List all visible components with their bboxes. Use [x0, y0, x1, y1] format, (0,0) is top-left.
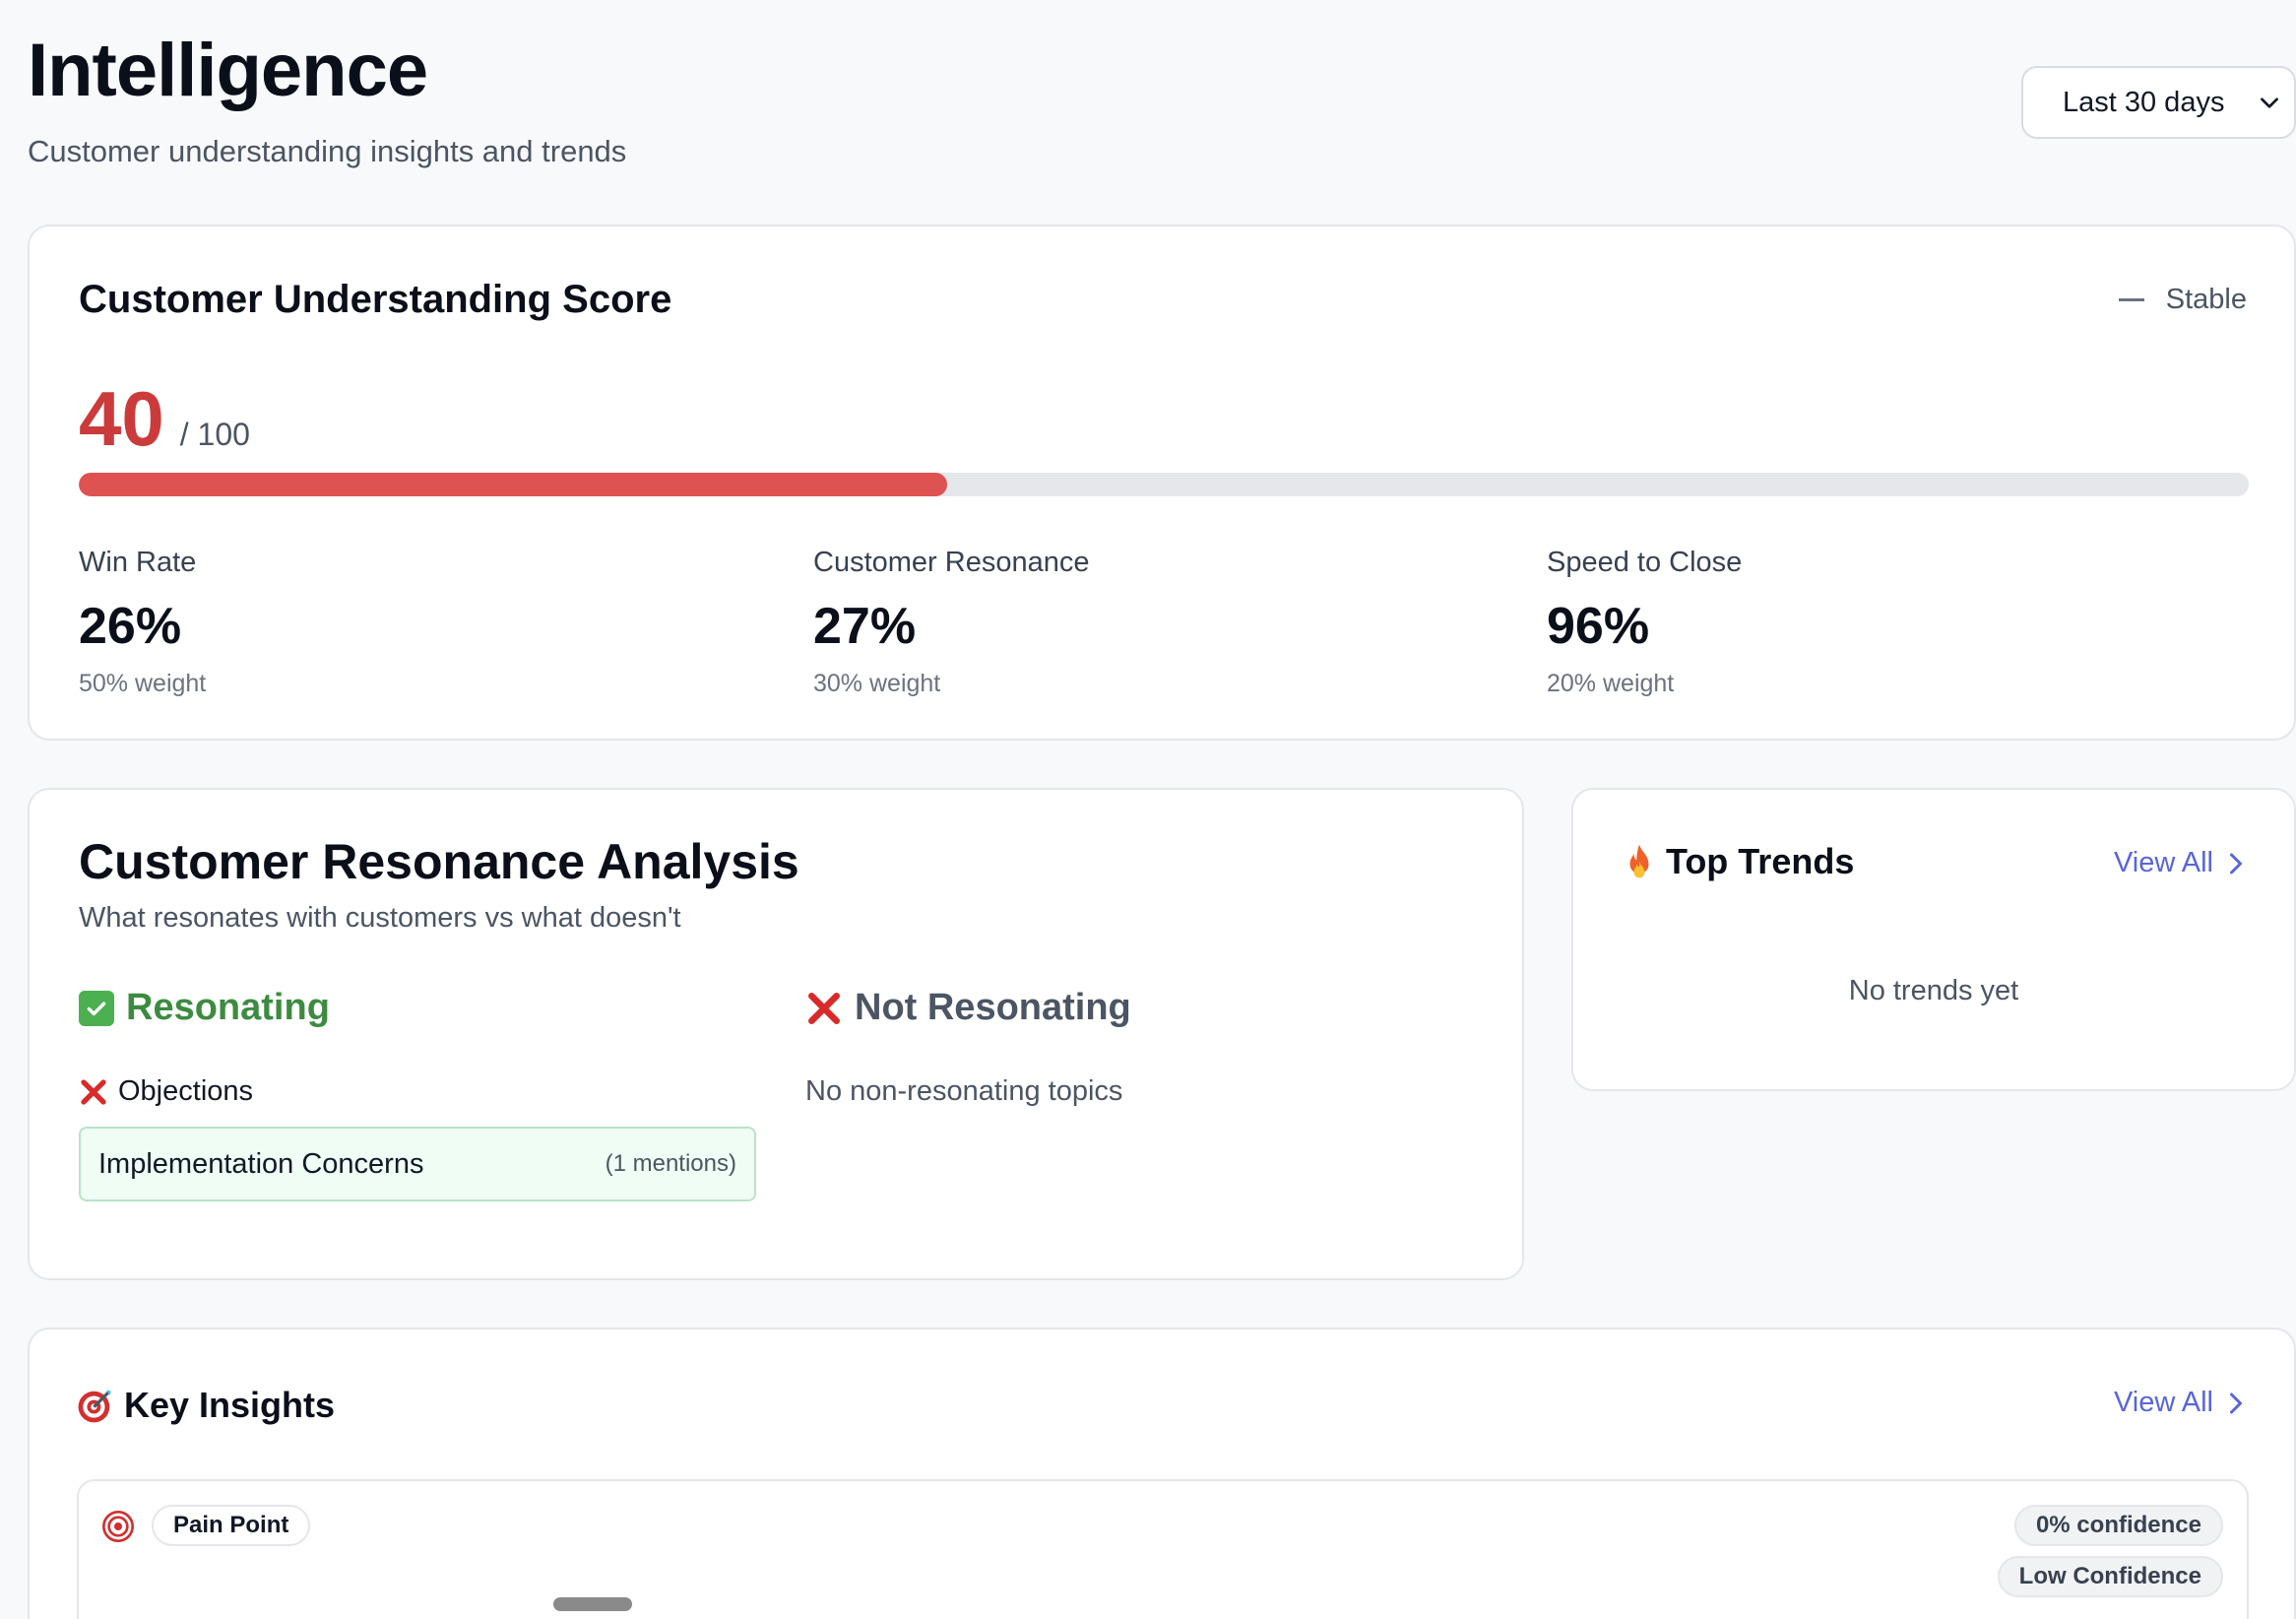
- score-card-title: Customer Understanding Score: [79, 278, 672, 321]
- resonating-heading-label: Resonating: [126, 987, 330, 1028]
- resonance-title: Customer Resonance Analysis: [79, 834, 799, 889]
- drag-handle[interactable]: [553, 1597, 632, 1611]
- view-all-label: View All: [2113, 1387, 2213, 1418]
- dart-target-icon: [78, 1390, 111, 1423]
- understanding-score-card: Customer Understanding Score Stable 40 /…: [28, 225, 2296, 741]
- top-trends-title: Top Trends: [1623, 841, 1854, 882]
- metric-win-rate: Win Rate 26% 50% weight: [79, 547, 206, 698]
- date-range-value: Last 30 days: [2063, 86, 2225, 118]
- resonating-category: Objections: [79, 1075, 253, 1108]
- trend-status: Stable: [2118, 284, 2247, 316]
- fire-icon: [1629, 844, 1649, 878]
- chevron-right-icon: [2230, 853, 2242, 874]
- metric-speed-to-close: Speed to Close 96% 20% weight: [1547, 547, 1742, 698]
- page-subtitle: Customer understanding insights and tren…: [28, 134, 627, 168]
- key-insights-view-all-link[interactable]: View All: [2114, 1387, 2245, 1419]
- metric-customer-resonance: Customer Resonance 27% 30% weight: [813, 547, 1089, 698]
- resonance-subtitle: What resonates with customers vs what do…: [79, 902, 681, 934]
- view-all-label: View All: [2113, 847, 2213, 878]
- insight-type-badge: Pain Point: [152, 1505, 311, 1546]
- metric-value: 96%: [1547, 598, 1650, 655]
- resonating-heading: Resonating: [79, 987, 330, 1029]
- metric-label: Speed to Close: [1547, 547, 1743, 578]
- metric-label: Win Rate: [79, 547, 197, 578]
- score-progress-bar: [79, 473, 2249, 496]
- trend-status-label: Stable: [2165, 284, 2247, 315]
- score-max: / 100: [179, 417, 250, 452]
- metric-weight: 50% weight: [79, 670, 207, 697]
- top-trends-empty: No trends yet: [1848, 975, 2019, 1006]
- top-trends-view-all-link[interactable]: View All: [2114, 847, 2245, 879]
- topic-name: Implementation Concerns: [98, 1147, 424, 1180]
- resonating-topic-row[interactable]: Implementation Concerns (1 mentions): [79, 1127, 756, 1201]
- score-value: 40: [79, 375, 164, 462]
- chevron-down-icon: [2261, 97, 2278, 108]
- key-insights-title: Key Insights: [77, 1385, 335, 1426]
- top-trends-title-label: Top Trends: [1666, 841, 1855, 881]
- key-insights-card: Key Insights View All Pain Point 0% conf…: [28, 1328, 2296, 1619]
- metric-label: Customer Resonance: [813, 547, 1090, 578]
- score-display: 40 / 100: [79, 374, 250, 464]
- category-label: Objections: [118, 1075, 254, 1107]
- top-trends-card: Top Trends View All No trends yet: [1571, 788, 2296, 1091]
- resonance-analysis-card: Customer Resonance Analysis What resonat…: [28, 788, 1524, 1280]
- not-resonating-empty: No non-resonating topics: [805, 1075, 1123, 1107]
- insight-item[interactable]: Pain Point 0% confidence Low Confidence: [77, 1479, 2249, 1619]
- trend-flat-icon: [2118, 298, 2144, 301]
- metric-weight: 30% weight: [813, 670, 941, 697]
- date-range-select[interactable]: Last 30 days: [2021, 66, 2296, 139]
- confidence-level-badge: Low Confidence: [1997, 1556, 2223, 1597]
- check-box-icon: [79, 990, 114, 1026]
- metric-weight: 20% weight: [1547, 670, 1675, 697]
- metric-value: 26%: [79, 598, 182, 655]
- score-progress-fill: [79, 473, 947, 496]
- not-resonating-heading: Not Resonating: [805, 987, 1131, 1029]
- key-insights-title-label: Key Insights: [124, 1385, 336, 1425]
- x-mark-icon: [81, 1078, 106, 1105]
- page-title: Intelligence: [28, 29, 428, 112]
- confidence-badge: 0% confidence: [2013, 1505, 2223, 1546]
- chevron-right-icon: [2230, 1392, 2242, 1413]
- metric-value: 27%: [813, 598, 917, 655]
- target-icon: [102, 1511, 134, 1542]
- topic-mentions: (1 mentions): [605, 1150, 736, 1177]
- not-resonating-heading-label: Not Resonating: [855, 987, 1131, 1028]
- x-mark-icon: [808, 992, 840, 1024]
